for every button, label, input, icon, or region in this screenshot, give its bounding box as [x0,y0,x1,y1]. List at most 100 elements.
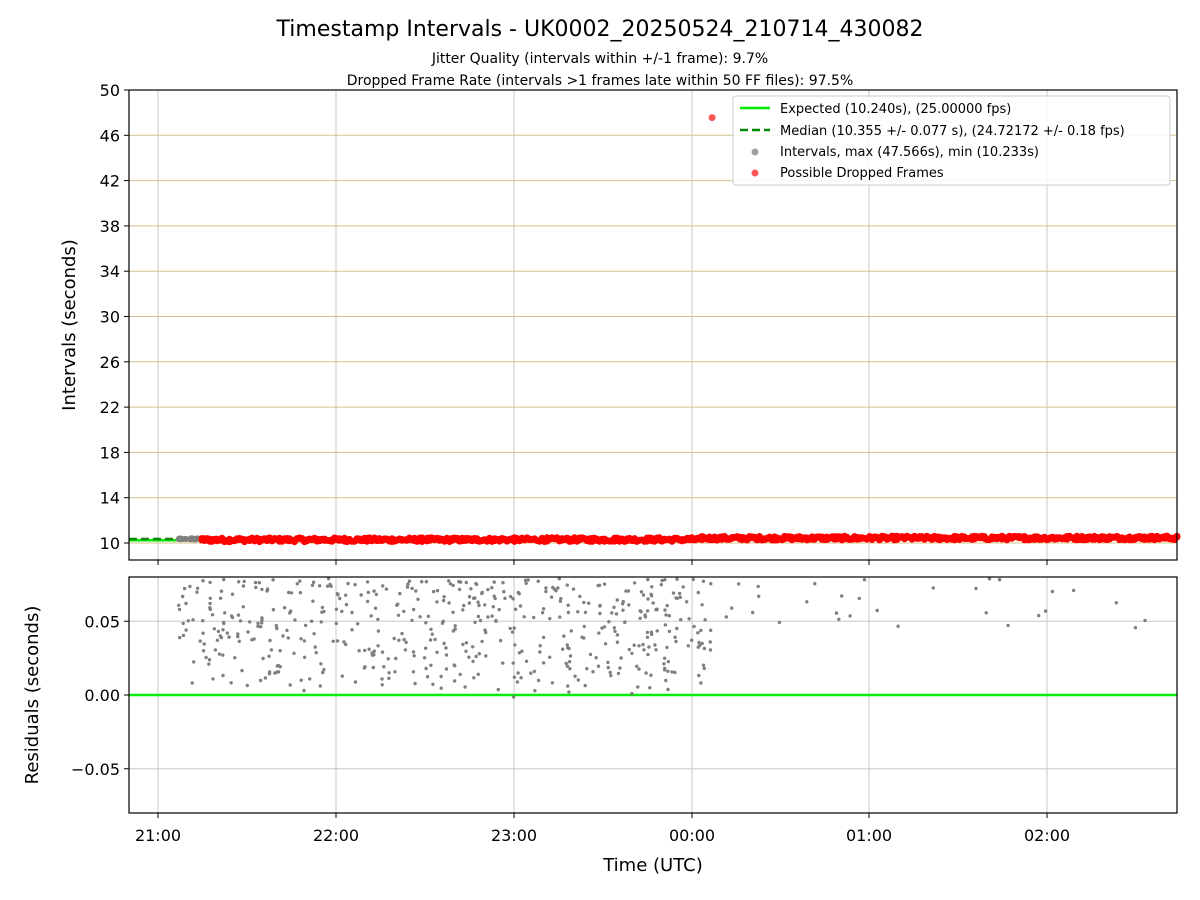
residual-point [387,671,391,675]
residual-point [645,609,650,613]
residual-point [365,580,370,584]
residual-point [673,635,677,639]
residual-point [691,577,695,582]
residual-point [321,670,325,675]
residual-point [208,596,212,600]
residual-point [424,621,428,625]
residual-point [663,608,667,612]
residual-point [565,643,569,647]
residual-point [621,608,625,612]
residual-point [288,611,292,615]
top-y-tick-label: 22 [100,398,120,417]
residual-point [457,587,462,592]
residual-point [496,687,500,692]
residual-point [567,690,571,694]
residual-point [538,650,542,654]
residual-point [208,580,212,585]
residual-point [550,681,555,685]
residual-point [641,642,645,647]
residual-point [257,581,261,585]
chart-subtitle-jitter: Jitter Quality (intervals within +/-1 fr… [431,51,768,67]
residual-point [314,651,318,655]
residual-point [442,595,446,599]
residual-point [541,635,546,640]
x-tick-label: 02:00 [1024,826,1070,845]
residual-point [416,597,420,601]
residual-point [516,590,520,595]
residual-point [384,587,389,591]
residual-point [318,684,322,688]
residual-point [566,684,570,688]
residual-point [619,656,623,660]
residual-point [412,654,416,658]
residual-point [359,593,363,597]
residual-point [406,582,410,586]
residual-point [837,617,841,621]
residual-point [536,579,540,583]
residual-point [511,661,515,665]
x-tick-label: 22:00 [313,826,359,845]
residual-point [204,655,208,660]
top-y-tick-label: 42 [100,172,120,191]
bottom-panel-ylabel: Residuals (seconds) [22,606,43,785]
residual-point [757,594,761,598]
residual-point [274,623,278,628]
residual-point [627,647,631,652]
residual-point [259,625,263,629]
residual-point [335,639,340,643]
residual-point [278,649,282,653]
residual-point [236,634,240,639]
residual-point [591,670,595,674]
residual-point [202,642,206,646]
legend-dropped-swatch [751,169,759,177]
residual-point [663,656,667,660]
residual-point [320,605,325,610]
residual-point [517,651,522,655]
residual-point [313,645,317,649]
residual-point [422,656,427,660]
residual-point [638,616,642,620]
residual-point [177,603,181,607]
residual-point [490,586,494,590]
residual-point [287,590,291,595]
residual-point [282,606,287,610]
residual-point [424,646,428,650]
residual-point [471,596,476,600]
residual-point [350,610,354,615]
residual-point [612,626,616,630]
residual-point [195,590,199,594]
x-tick-label: 00:00 [669,826,715,845]
residual-point [410,618,414,623]
residual-point [624,589,628,593]
residual-point [328,582,332,587]
residual-point [403,648,408,652]
residual-point [472,676,476,680]
residual-point [494,618,498,623]
residual-point [268,670,272,674]
residual-point [582,600,586,605]
residual-point [663,578,667,582]
residual-point [751,610,755,615]
residual-point [286,636,290,640]
residual-point [609,673,613,678]
residual-point [664,613,668,617]
residual-point [480,591,484,596]
residual-point [218,596,223,600]
residual-point [667,629,672,633]
residual-point [700,603,704,607]
residual-point [538,644,542,648]
legend-median-label: Median (10.355 +/- 0.077 s), (24.72172 +… [780,124,1125,139]
residual-point [208,606,212,610]
residual-point [298,579,302,583]
top-y-tick-label: 46 [100,126,120,145]
residual-point [452,679,457,683]
residual-point [476,614,481,619]
residual-point [462,603,466,608]
residual-point [338,596,342,601]
residual-point [371,665,375,670]
residual-point [974,586,978,591]
residual-point [261,656,265,661]
residual-point [435,650,439,654]
residual-point [302,655,307,659]
residual-point [473,620,477,624]
